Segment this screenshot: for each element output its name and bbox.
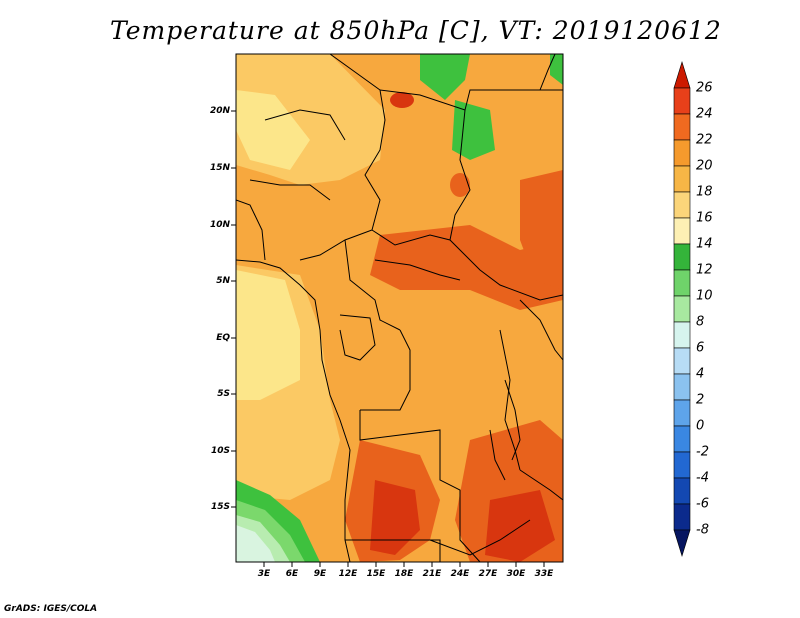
field-hotspot-north [390,92,414,108]
field-sahara-mild [236,90,310,170]
field-ne-cool-2 [452,100,495,160]
colorbar-label: -4 [696,470,709,486]
colorbar-label: 16 [696,210,713,226]
lat-label-15s: 15S [210,502,230,512]
field-sw-cool-4 [236,525,275,562]
colorbar-swatch [673,451,691,479]
colorbar-swatch [673,477,691,505]
colorbar-label: 26 [696,80,713,96]
colorbar-swatch [673,295,691,323]
colorbar-swatch [673,399,691,427]
colorbar-label: 20 [696,158,713,174]
lon-label-12e: 12E [338,569,358,579]
colorbar-label: 6 [696,340,705,356]
colorbar-swatch [673,60,691,89]
map-title: Temperature at 850hPa [C], VT: 201912061… [110,16,722,45]
colorbar-label: -6 [696,496,709,512]
lon-label-24e: 24E [450,569,470,579]
colorbar-swatch [673,373,691,401]
colorbar-swatch [673,165,691,193]
lon-label-9e: 9E [313,569,327,579]
colorbar-label: 14 [696,236,713,252]
lat-label-5s: 5S [217,389,230,399]
grads-credit: GrADS: IGES/COLA [4,604,98,614]
colorbar-swatch [673,217,691,245]
colorbar-label: 22 [696,132,713,148]
lon-label-30e: 30E [506,569,526,579]
lat-label-10n: 10N [209,220,230,230]
colorbar-swatch [673,243,691,271]
colorbar-label: 2 [696,392,705,408]
field-southeast-hottest [485,490,555,562]
field-coast-mild [236,270,300,400]
colorbar-swatch [673,87,691,115]
lon-label-3e: 3E [257,569,271,579]
lon-label-27e: 27E [478,569,498,579]
colorbar-swatch [673,529,691,558]
lat-label-15n: 15N [209,163,230,173]
lon-label-6e: 6E [285,569,299,579]
lat-label-5n: 5N [216,276,230,286]
colorbar-label: -2 [696,444,709,460]
lat-label-eq: EQ [216,333,230,343]
lat-ticks [231,110,236,508]
field-central-hot [370,225,563,310]
colorbar-label: 0 [696,418,705,434]
field-east-hot [520,170,563,290]
colorbar-label: 12 [696,262,713,278]
colorbar-label: 18 [696,184,713,200]
colorbar-swatch [673,113,691,141]
colorbar-label: 4 [696,366,705,382]
lon-label-15e: 15E [366,569,386,579]
field-hotspot-tibesti [450,173,470,197]
field-ne-cool-3 [550,54,563,85]
colorbar-swatch [673,503,691,531]
lon-label-21e: 21E [422,569,442,579]
temperature-field [236,54,563,562]
colorbar-swatch [673,425,691,453]
lat-label-20n: 20N [209,106,230,116]
field-south-hottest [370,480,420,555]
borders [236,54,563,562]
colorbar-label: -8 [696,522,709,538]
colorbar-swatch [673,347,691,375]
map-frame [235,53,564,563]
colorbar-swatch [673,269,691,297]
field-ne-cool-1 [420,54,470,100]
colorbar-label: 10 [696,288,713,304]
colorbar-label: 8 [696,314,705,330]
colorbar-swatch [673,139,691,167]
colorbar-swatch [673,191,691,219]
lon-ticks [263,562,545,567]
lon-label-18e: 18E [394,569,414,579]
colorbar [673,60,691,558]
colorbar-label: 24 [696,106,713,122]
lon-label-33e: 33E [534,569,554,579]
lat-label-10s: 10S [210,446,230,456]
colorbar-swatch [673,321,691,349]
